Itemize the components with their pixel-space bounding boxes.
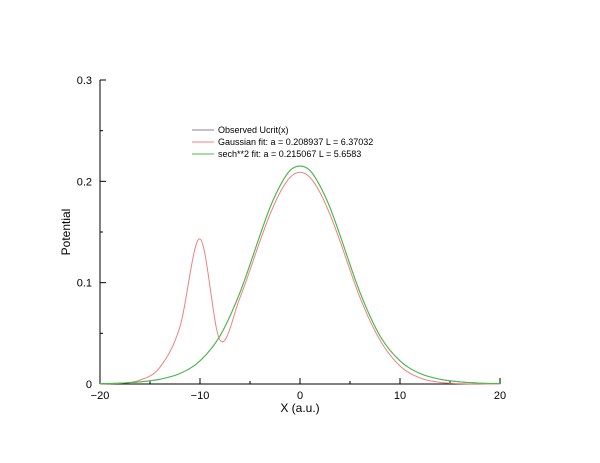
series-group	[99, 165, 501, 385]
series-line-1	[99, 171, 501, 385]
y-tick-label: 0.3	[77, 75, 92, 87]
x-tick-label: 10	[394, 390, 406, 402]
y-axis-label: Potential	[59, 209, 73, 256]
x-tick-label: −20	[91, 390, 110, 402]
y-tick-label: 0	[86, 379, 92, 391]
ticks: −20 −10 0 10 20 0 0.1 0.2 0.3	[77, 75, 506, 402]
series-line-0	[99, 165, 501, 385]
legend-label-1: Gaussian fit: a = 0.208937 L = 6.37032	[218, 137, 373, 147]
legend: Observed Ucrit(x) Gaussian fit: a = 0.208…	[192, 125, 373, 159]
x-tick-label: 0	[297, 390, 303, 402]
y-tick-label: 0.2	[77, 176, 92, 188]
series-line-2	[99, 165, 501, 385]
legend-label-2: sech**2 fit: a = 0.215067 L = 5.6583	[218, 149, 361, 159]
x-tick-label: 20	[494, 390, 506, 402]
x-tick-label: −10	[191, 390, 210, 402]
y-tick-label: 0.1	[77, 278, 92, 290]
x-axis-label: X (a.u.)	[280, 401, 319, 415]
legend-label-0: Observed Ucrit(x)	[218, 125, 289, 135]
